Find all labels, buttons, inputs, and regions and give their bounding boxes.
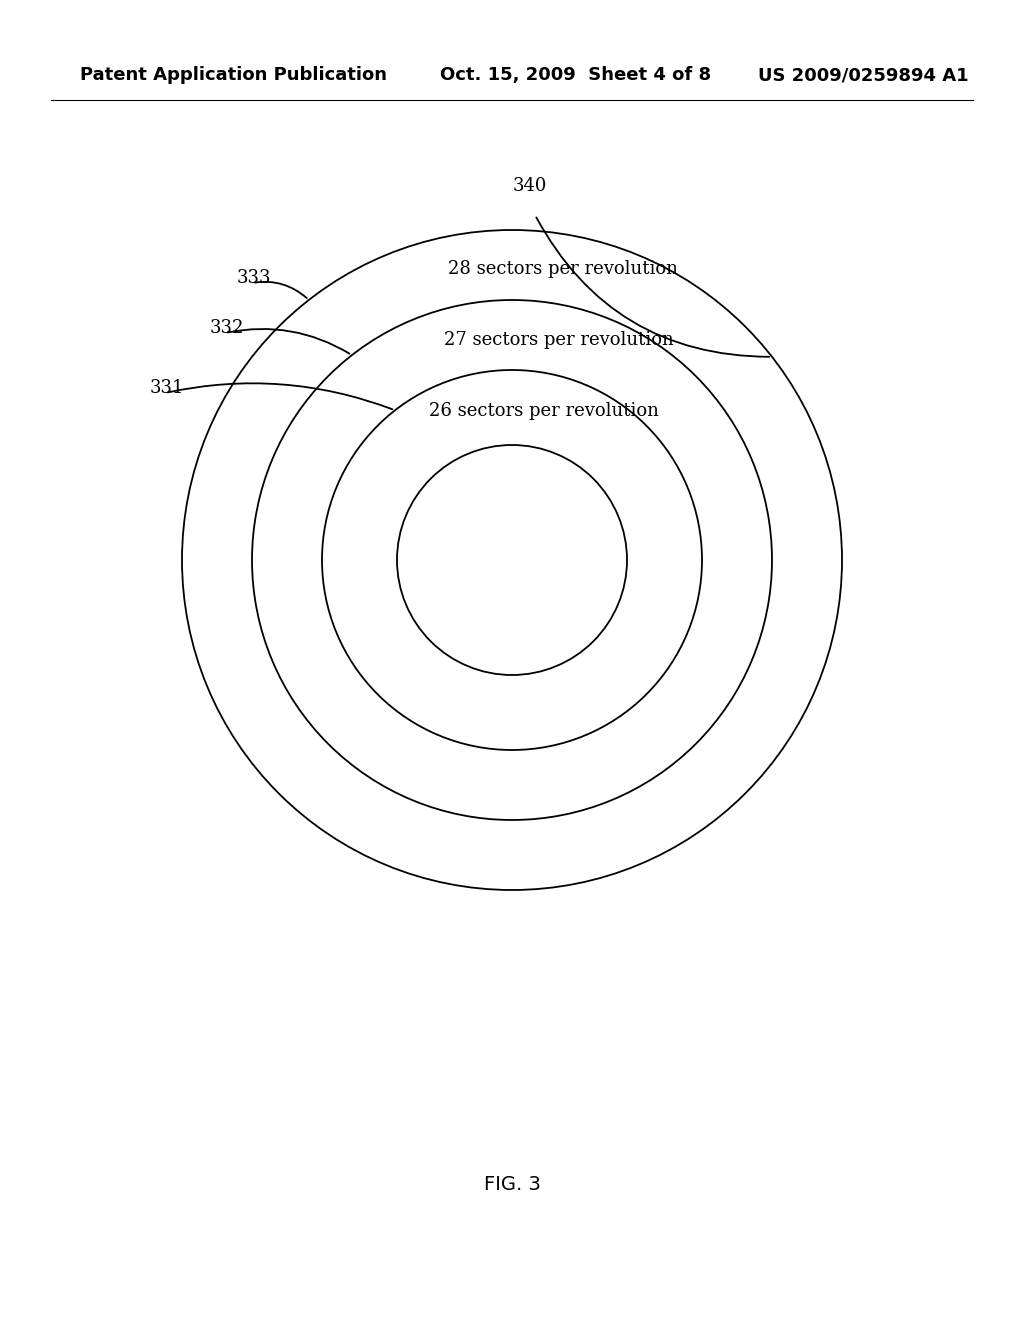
Text: FIG. 3: FIG. 3: [483, 1176, 541, 1195]
Text: 332: 332: [210, 319, 245, 337]
Text: 28 sectors per revolution: 28 sectors per revolution: [449, 260, 678, 279]
Text: Oct. 15, 2009  Sheet 4 of 8: Oct. 15, 2009 Sheet 4 of 8: [440, 66, 712, 84]
Text: Patent Application Publication: Patent Application Publication: [80, 66, 387, 84]
Text: US 2009/0259894 A1: US 2009/0259894 A1: [758, 66, 969, 84]
Text: 27 sectors per revolution: 27 sectors per revolution: [444, 331, 674, 348]
Text: 26 sectors per revolution: 26 sectors per revolution: [429, 401, 658, 420]
Text: 331: 331: [150, 379, 184, 397]
Text: 333: 333: [237, 269, 271, 286]
Text: 340: 340: [513, 177, 547, 195]
